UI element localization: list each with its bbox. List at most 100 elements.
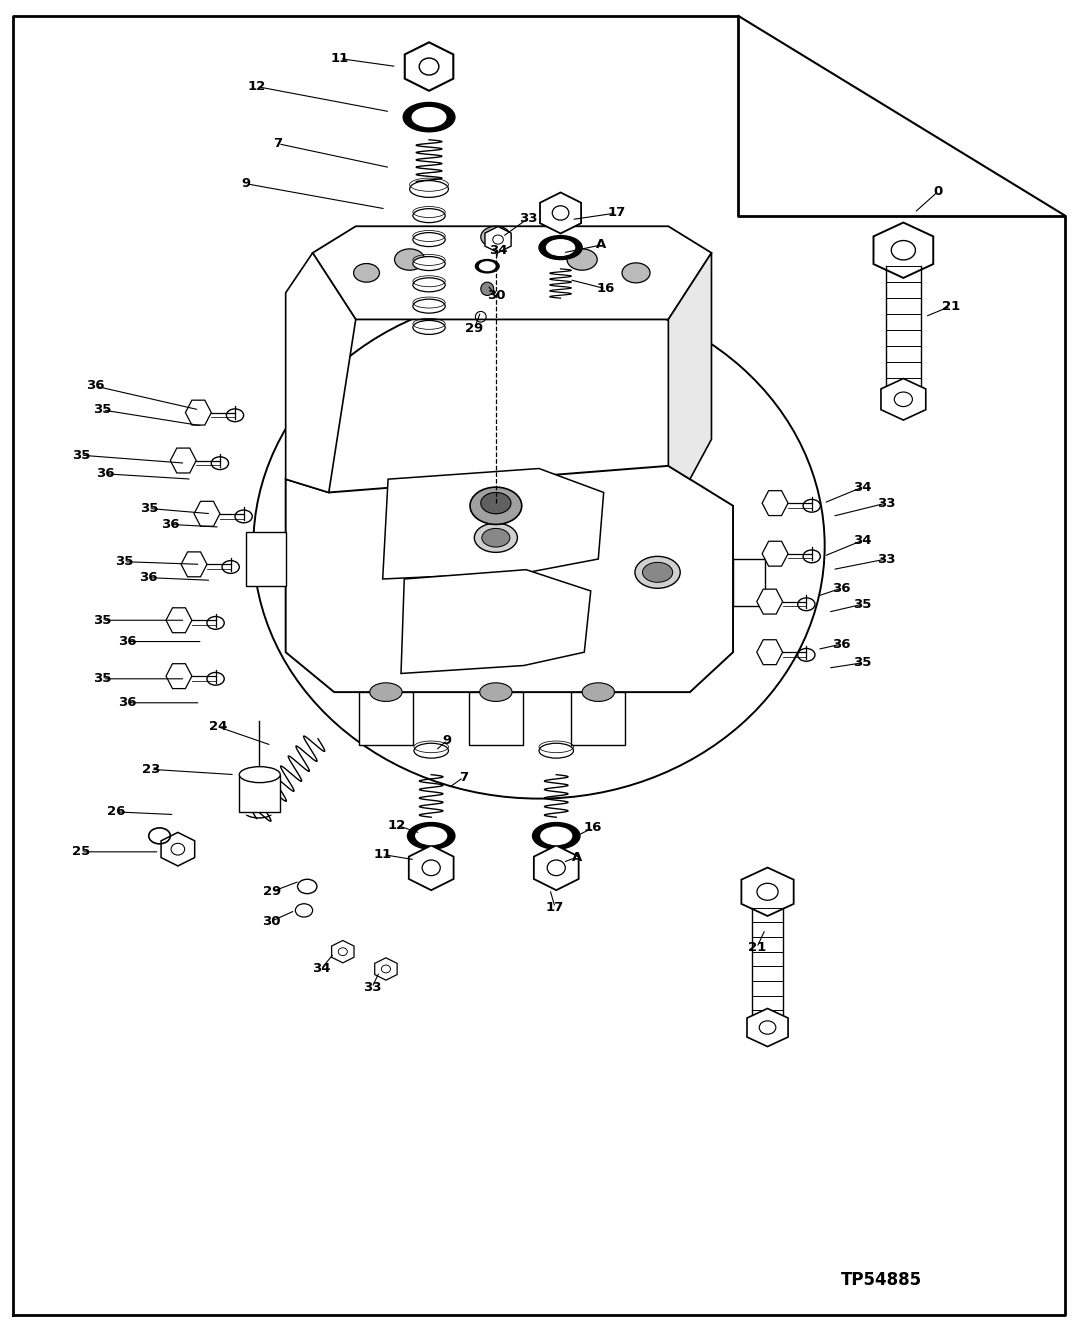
Polygon shape xyxy=(534,845,579,890)
Text: 35: 35 xyxy=(93,614,112,627)
Text: 33: 33 xyxy=(362,981,382,994)
Text: 34: 34 xyxy=(853,480,872,494)
Ellipse shape xyxy=(412,108,446,126)
Text: 11: 11 xyxy=(374,848,391,861)
Polygon shape xyxy=(286,253,356,492)
Ellipse shape xyxy=(395,249,425,270)
Ellipse shape xyxy=(474,523,517,552)
Text: 12: 12 xyxy=(248,80,265,93)
Polygon shape xyxy=(359,692,413,745)
Text: 36: 36 xyxy=(831,638,851,651)
Polygon shape xyxy=(762,491,788,515)
Polygon shape xyxy=(239,775,280,812)
Text: 23: 23 xyxy=(141,763,161,776)
Polygon shape xyxy=(485,226,511,253)
Ellipse shape xyxy=(539,236,582,260)
Text: 9: 9 xyxy=(443,733,452,747)
Text: 35: 35 xyxy=(853,598,872,611)
Polygon shape xyxy=(540,193,581,233)
Polygon shape xyxy=(166,664,192,688)
Text: 16: 16 xyxy=(583,821,603,835)
Text: 35: 35 xyxy=(114,555,134,568)
Polygon shape xyxy=(469,692,523,745)
Text: 0: 0 xyxy=(934,185,942,198)
Polygon shape xyxy=(185,401,211,425)
Ellipse shape xyxy=(480,262,495,270)
Text: 30: 30 xyxy=(486,289,506,302)
Ellipse shape xyxy=(482,528,510,547)
Text: 35: 35 xyxy=(139,502,158,515)
Text: 35: 35 xyxy=(71,449,91,462)
Polygon shape xyxy=(762,542,788,566)
Polygon shape xyxy=(181,552,207,576)
Text: 7: 7 xyxy=(274,137,282,150)
Text: 35: 35 xyxy=(93,672,112,685)
Ellipse shape xyxy=(414,743,448,759)
Polygon shape xyxy=(375,958,397,980)
Ellipse shape xyxy=(480,683,512,701)
Text: 33: 33 xyxy=(876,496,896,510)
Polygon shape xyxy=(161,832,195,866)
Polygon shape xyxy=(166,608,192,632)
Text: 9: 9 xyxy=(241,177,250,190)
Ellipse shape xyxy=(295,904,313,917)
Ellipse shape xyxy=(370,683,402,701)
Ellipse shape xyxy=(475,260,499,273)
Ellipse shape xyxy=(245,805,273,819)
Polygon shape xyxy=(668,253,711,479)
Text: 36: 36 xyxy=(139,571,158,584)
Text: 36: 36 xyxy=(96,467,115,480)
Ellipse shape xyxy=(567,249,597,270)
Polygon shape xyxy=(873,222,934,278)
Ellipse shape xyxy=(547,240,575,256)
Text: 7: 7 xyxy=(459,771,468,784)
Ellipse shape xyxy=(622,262,650,284)
Polygon shape xyxy=(313,226,711,319)
Ellipse shape xyxy=(413,299,445,313)
Polygon shape xyxy=(757,590,783,614)
Text: 36: 36 xyxy=(118,696,137,709)
Ellipse shape xyxy=(413,321,445,334)
Text: 35: 35 xyxy=(853,656,872,669)
Text: 34: 34 xyxy=(312,962,331,976)
Ellipse shape xyxy=(354,264,379,282)
Text: 36: 36 xyxy=(118,635,137,648)
Polygon shape xyxy=(401,570,591,673)
Ellipse shape xyxy=(413,209,445,222)
Ellipse shape xyxy=(403,102,455,132)
Ellipse shape xyxy=(539,743,573,759)
Text: 35: 35 xyxy=(93,403,112,417)
Text: 17: 17 xyxy=(547,901,564,914)
Text: 30: 30 xyxy=(262,914,281,928)
Ellipse shape xyxy=(413,233,445,246)
Polygon shape xyxy=(383,469,604,579)
Polygon shape xyxy=(733,559,765,606)
Polygon shape xyxy=(757,640,783,664)
Text: A: A xyxy=(571,851,582,864)
Polygon shape xyxy=(246,532,286,586)
Ellipse shape xyxy=(245,768,273,781)
Ellipse shape xyxy=(413,278,445,291)
Ellipse shape xyxy=(470,487,522,524)
Polygon shape xyxy=(194,502,220,526)
Ellipse shape xyxy=(635,556,680,588)
Text: 26: 26 xyxy=(107,805,126,819)
Text: 33: 33 xyxy=(519,212,538,225)
Polygon shape xyxy=(286,466,733,692)
Bar xyxy=(245,775,273,812)
Text: 11: 11 xyxy=(331,52,348,65)
Polygon shape xyxy=(170,449,196,473)
Ellipse shape xyxy=(582,683,614,701)
Text: 34: 34 xyxy=(488,244,508,257)
Ellipse shape xyxy=(541,827,571,844)
Polygon shape xyxy=(742,868,793,916)
Ellipse shape xyxy=(481,282,494,295)
Ellipse shape xyxy=(239,767,280,783)
Polygon shape xyxy=(881,378,926,421)
Text: 36: 36 xyxy=(831,582,851,595)
Text: 24: 24 xyxy=(208,720,227,733)
Text: 34: 34 xyxy=(853,534,872,547)
Ellipse shape xyxy=(253,293,825,799)
Ellipse shape xyxy=(407,823,455,849)
Text: 21: 21 xyxy=(942,299,959,313)
